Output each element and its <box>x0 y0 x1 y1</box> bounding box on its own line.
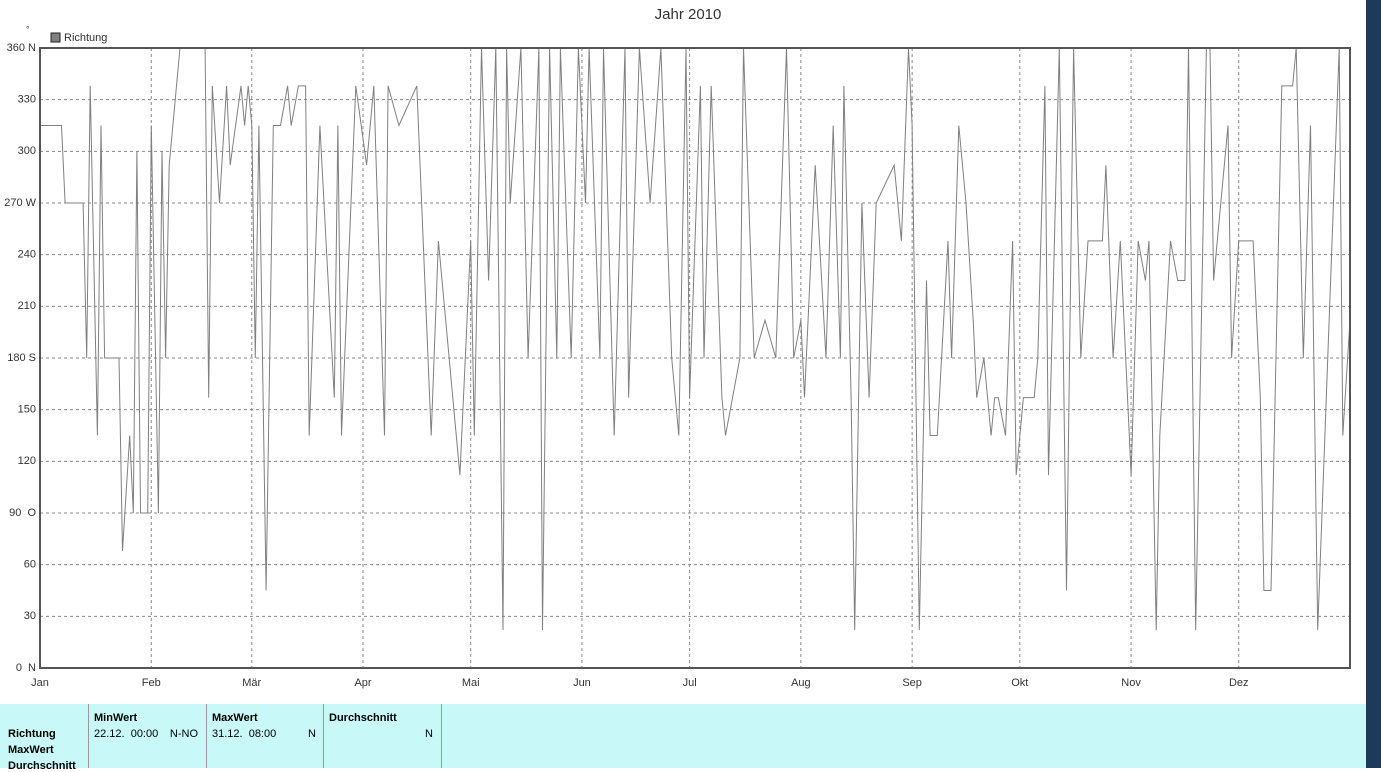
x-tick-label: Jun <box>573 677 591 689</box>
x-tick-label: Jul <box>683 677 697 689</box>
x-tick-label: Aug <box>791 677 811 689</box>
y-tick-label: 360 N <box>7 42 36 54</box>
x-tick-label: Feb <box>142 677 161 689</box>
x-tick-label: Mär <box>242 677 261 689</box>
chart: Jahr 2010 ° 360 N 330 300 270 W 240 210 180 S 1… <box>4 6 1351 689</box>
date: 22.12. 00:00 <box>94 728 159 740</box>
value: N-NO <box>169 728 198 740</box>
y-tick-label: 330 <box>18 94 36 106</box>
y-tick-label: 300 <box>18 145 36 157</box>
x-tick-label: Apr <box>354 677 371 689</box>
y-tick-label: 240 <box>18 249 36 261</box>
y-tick-label: 60 <box>24 559 36 571</box>
y-tick-label: 270 W <box>4 197 36 209</box>
y-tick-label: 0 N <box>16 662 36 674</box>
column-header: MaxWert <box>212 712 258 724</box>
summary-panel: Richtung MaxWert Durchschnitt MinWert 22… <box>0 704 1366 772</box>
y-tick-label: 30 <box>24 610 36 622</box>
y-tick-label: 150 <box>18 404 36 416</box>
window-edge <box>1366 0 1381 768</box>
legend-swatch <box>50 32 61 43</box>
summary-column: MinWert 22.12. 00:00 N-NO <box>88 704 207 768</box>
x-tick-label: Okt <box>1011 677 1028 689</box>
data-line <box>40 47 1351 631</box>
x-tick-label: Sep <box>902 677 922 689</box>
date: 31.12. 08:00 <box>212 728 277 740</box>
y-tick-label: 210 <box>18 300 36 312</box>
column-header: MinWert <box>94 712 138 724</box>
x-tick-label: Nov <box>1121 677 1141 689</box>
summary-column: MaxWert 31.12. 08:00 N <box>206 704 324 768</box>
value: N <box>425 728 433 740</box>
x-tick-label: Dez <box>1229 677 1249 689</box>
y-unit: ° <box>26 24 30 34</box>
summary-column: Durchschnitt N <box>323 704 442 768</box>
row-label: MaxWert <box>8 744 54 756</box>
x-tick-label: Jan <box>31 677 49 689</box>
column-header: Durchschnitt <box>329 712 397 724</box>
row-label: Richtung <box>8 728 56 740</box>
row-label: Durchschnitt <box>8 760 76 772</box>
plot-frame <box>39 47 1351 669</box>
legend-label: Richtung <box>64 32 107 44</box>
y-tick-label: 120 <box>18 455 36 467</box>
chart-title: Jahr 2010 <box>655 6 722 23</box>
value: N <box>308 728 316 740</box>
y-tick-label: 90 O <box>9 507 36 519</box>
y-tick-label: 180 S <box>7 352 36 364</box>
x-tick-label: Mai <box>462 677 480 689</box>
